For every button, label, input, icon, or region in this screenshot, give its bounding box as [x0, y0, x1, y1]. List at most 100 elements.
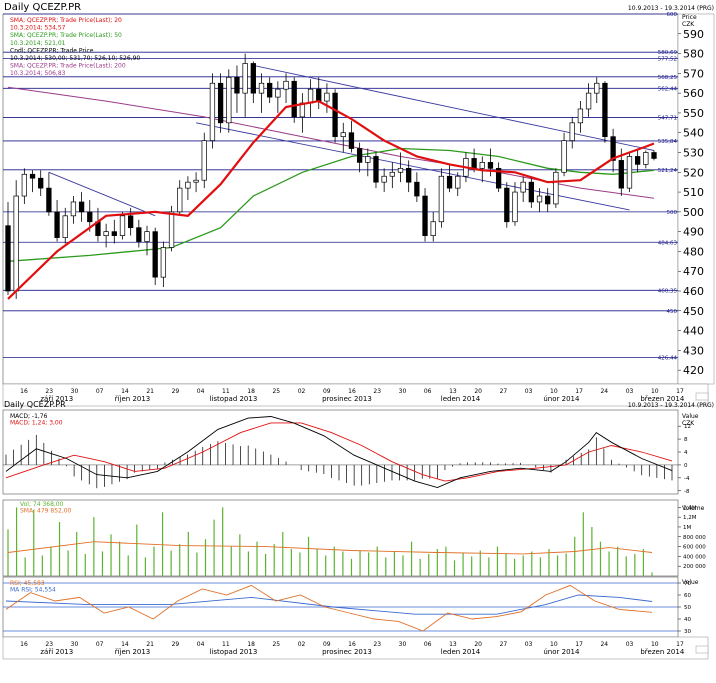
macd-tick-label: 4 — [684, 450, 688, 456]
x-tick-label-upper: 11 — [222, 388, 230, 395]
x-tick-label-upper: 25 — [272, 388, 280, 395]
month-label-lower: prosinec 2013 — [322, 648, 372, 656]
x-tick-label-lower: 09 — [323, 641, 331, 648]
level-label: 521,24 — [658, 168, 678, 174]
macd-tick-label: -4 — [684, 476, 690, 482]
candle-body — [242, 63, 248, 94]
candle-body — [217, 82, 224, 124]
candle-body — [177, 187, 183, 213]
x-tick-label-lower: 11 — [222, 641, 230, 648]
candle-body — [168, 211, 175, 248]
candle-body — [13, 195, 19, 292]
x-tick-label-lower: 10 — [651, 641, 659, 648]
price-tick-label: 500 — [683, 206, 704, 219]
price-tick-label: 510 — [683, 186, 704, 199]
candle-body — [406, 167, 412, 183]
scroll-corner-lower — [695, 645, 709, 654]
macd-tick-label: 8 — [684, 437, 688, 443]
candle-body — [643, 152, 649, 165]
x-tick-label-upper: 06 — [424, 388, 432, 395]
trend-line — [48, 171, 156, 217]
candle-body — [21, 173, 28, 197]
x-tick-label-upper: 03 — [626, 388, 634, 395]
x-tick-label-lower: 23 — [45, 641, 53, 648]
volume-tick-label: 1M — [683, 525, 691, 531]
level-label: 568,25 — [658, 75, 678, 81]
candle-body — [193, 179, 199, 183]
macd-tick-label: 0 — [684, 463, 688, 469]
candle-body — [553, 171, 559, 205]
candle-body — [160, 247, 167, 278]
rsi-legend-item: RSI; 45,583 — [10, 580, 45, 587]
candle-body — [381, 175, 387, 183]
rsi-line — [5, 584, 653, 632]
price-tick-label: 460 — [683, 285, 704, 298]
candle-body — [87, 211, 93, 223]
price-tick-label: 530 — [683, 147, 704, 160]
price-tick-label: 430 — [683, 344, 704, 357]
candle-body — [332, 92, 338, 138]
volume-tick-label: 600 000 — [683, 545, 706, 551]
main-legend-item: SMA; QCEZP.PR; Trade Price(Last); 20 — [10, 17, 122, 24]
candle-body — [414, 181, 420, 197]
level-label: 547,71 — [658, 115, 677, 121]
candle-body — [397, 167, 404, 173]
price-tick-label: 520 — [683, 166, 704, 179]
x-tick-label-upper: 29 — [172, 388, 180, 395]
candle-body — [38, 177, 44, 189]
scroll-corner-upper — [695, 392, 709, 401]
x-tick-label-lower: 03 — [525, 641, 533, 648]
candle-body — [512, 191, 518, 223]
candle-body — [561, 140, 567, 173]
candle-body — [128, 215, 134, 229]
candle-body — [78, 201, 85, 213]
candle-body — [348, 132, 355, 149]
level-label: 484,63 — [658, 240, 678, 246]
x-tick-label-upper: 23 — [373, 388, 381, 395]
level-label: 577,52 — [658, 56, 677, 62]
candle-body — [185, 181, 191, 189]
month-label-lower: leden 2014 — [441, 648, 481, 656]
x-tick-label-lower: 14 — [121, 641, 129, 648]
x-tick-label-upper: 04 — [197, 388, 205, 395]
candle-body — [479, 162, 485, 169]
x-tick-label-upper: 09 — [323, 388, 331, 395]
month-label-lower: září 2013 — [40, 648, 73, 656]
x-tick-label-upper: 14 — [121, 388, 129, 395]
x-tick-label-lower: 29 — [172, 641, 180, 648]
candle-body — [103, 231, 109, 236]
x-tick-label-lower: 16 — [348, 641, 356, 648]
candle-body — [438, 175, 445, 223]
price-tick-label: 450 — [683, 305, 704, 318]
candle-body — [226, 76, 232, 124]
candle-body — [618, 160, 624, 189]
candle-body — [29, 173, 36, 179]
macd-signal-line — [5, 422, 673, 482]
month-label-upper: únor 2014 — [543, 395, 580, 403]
rsi-tick-label: 40 — [684, 617, 691, 623]
candle-body — [340, 132, 346, 138]
macd-legend-item: MACD; 1,24; 3,00 — [10, 420, 63, 427]
level-label: 600 — [667, 12, 678, 18]
price-axis — [677, 13, 715, 385]
level-label: 460,35 — [658, 288, 678, 294]
x-tick-label-lower: 10 — [550, 641, 558, 648]
x-tick-label-lower: 30 — [399, 641, 407, 648]
x-tick-label-upper: 17 — [676, 388, 684, 395]
candle-body — [602, 82, 608, 138]
x-tick-label-upper: 17 — [575, 388, 583, 395]
chart-title: Daily QCEZP.PR — [4, 2, 81, 13]
date-range-lower: 10.9.2013 - 19.3.2014 (PRG) — [628, 402, 714, 409]
candle-body — [234, 76, 240, 94]
macd-subtitle: Daily QCEZP.PR — [4, 400, 66, 409]
x-tick-label-upper: 21 — [146, 388, 154, 395]
x-tick-label-lower: 21 — [146, 641, 154, 648]
x-tick-label-lower: 17 — [676, 641, 684, 648]
x-tick-label-upper: 16 — [348, 388, 356, 395]
sma50-line — [7, 147, 655, 262]
candle-body — [585, 92, 592, 110]
candle-body — [356, 148, 363, 163]
price-axis-title-2: CZK — [682, 21, 695, 28]
